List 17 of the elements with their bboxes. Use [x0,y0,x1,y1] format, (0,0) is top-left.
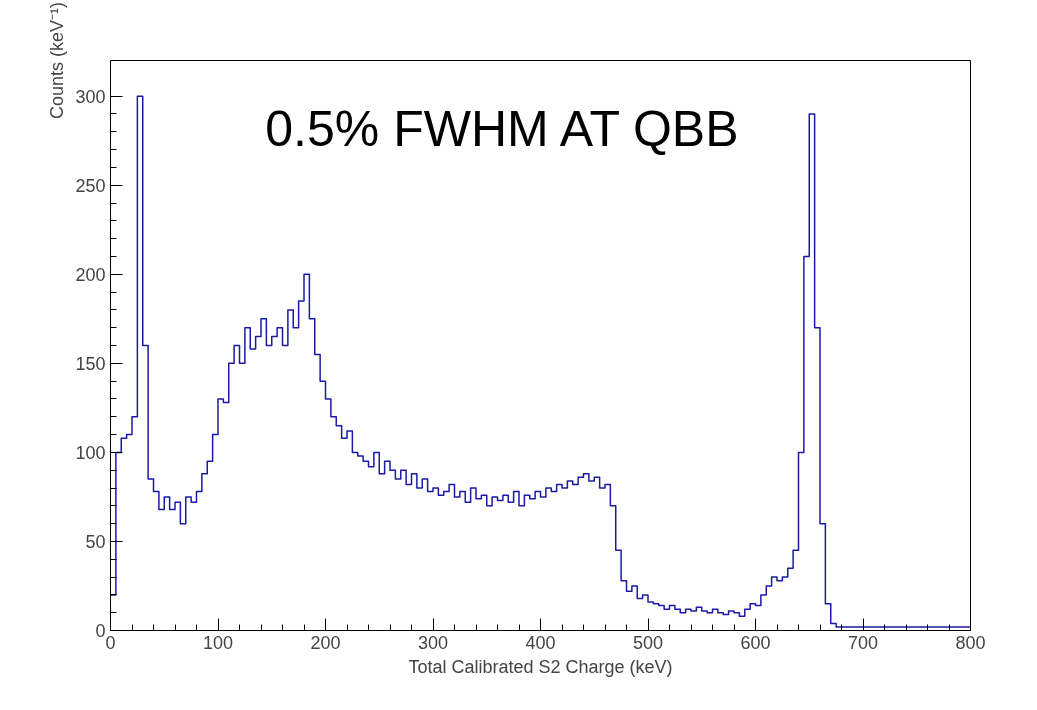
x-tick-label: 500 [632,632,664,653]
x-tick-label: 700 [847,632,879,653]
y-tick-label: 300 [75,86,106,107]
y-tick-label: 150 [75,353,106,374]
x-tick-label: 300 [417,632,449,653]
x-tick-label: 100 [202,632,234,653]
y-tick-label: 200 [75,264,106,285]
x-tick-label: 800 [955,632,986,653]
y-axis-title: Counts (keV⁻¹) [47,1,68,120]
y-tick-label: 50 [85,531,106,552]
x-axis-title: Total Calibrated S2 Charge (keV) [408,656,673,677]
annotation: 0.5% FWHM AT QBB [265,101,739,158]
x-tick-label: 200 [310,632,341,653]
y-tick-label: 250 [75,175,106,196]
y-tick-label: 100 [75,442,106,463]
x-tick-label: 600 [740,632,771,653]
x-tick-label: 400 [525,632,556,653]
